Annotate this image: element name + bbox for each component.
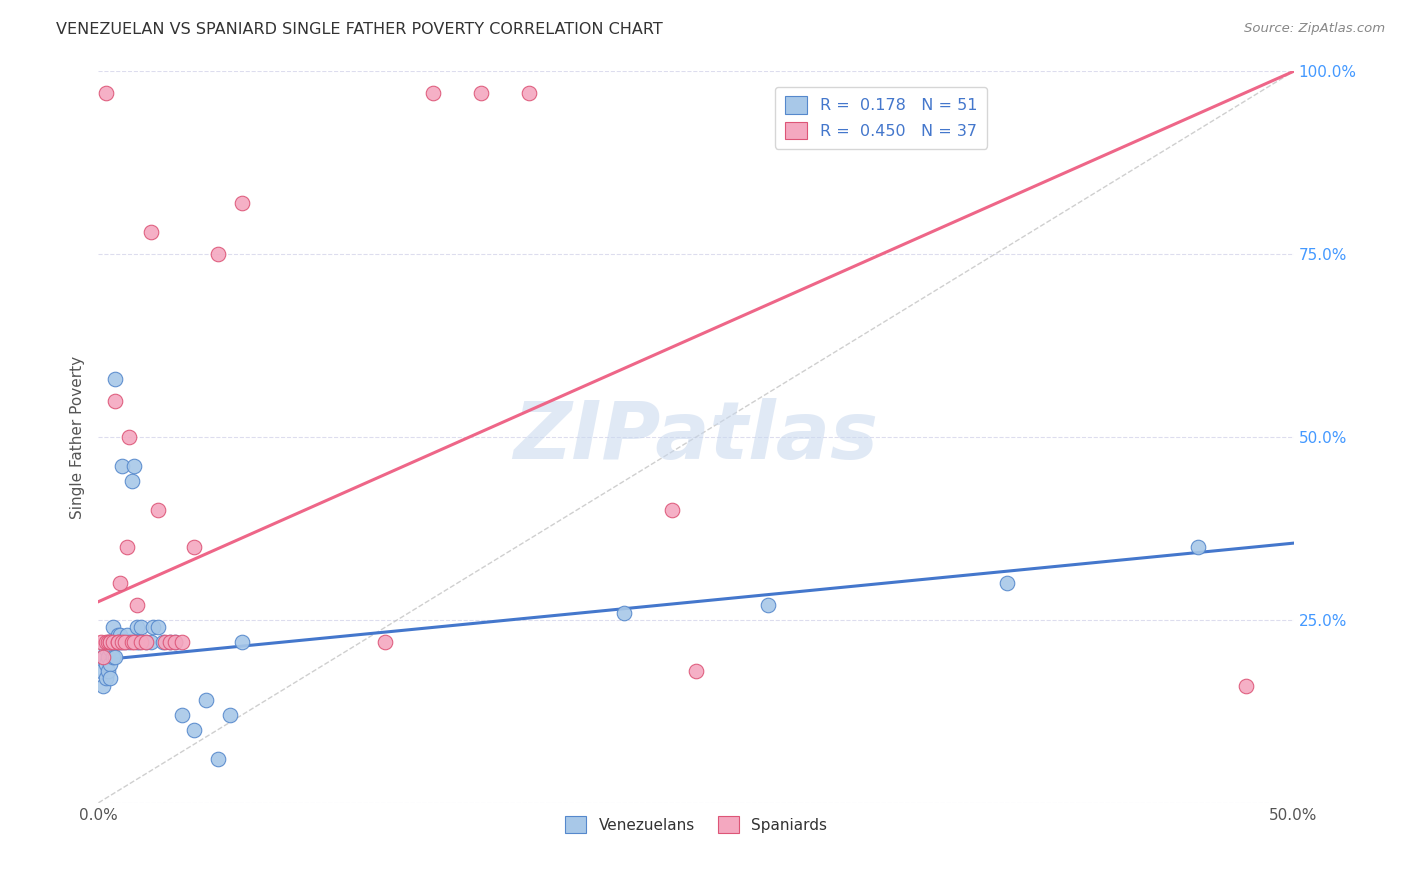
Point bbox=[148, 503, 170, 517]
Legend: Venezuelans, Spaniards: Venezuelans, Spaniards bbox=[558, 810, 834, 839]
Point bbox=[98, 635, 122, 649]
Point bbox=[172, 708, 194, 723]
Point bbox=[125, 599, 148, 613]
Point bbox=[125, 620, 148, 634]
Point bbox=[219, 708, 242, 723]
Point bbox=[107, 635, 129, 649]
Y-axis label: Single Father Poverty: Single Father Poverty bbox=[70, 356, 86, 518]
Point bbox=[142, 620, 165, 634]
Point bbox=[231, 196, 253, 211]
Point bbox=[97, 664, 120, 678]
Point bbox=[207, 247, 229, 261]
Point bbox=[114, 635, 136, 649]
Point bbox=[104, 635, 127, 649]
Point bbox=[470, 87, 492, 101]
Point bbox=[94, 635, 117, 649]
Point bbox=[97, 635, 120, 649]
Point bbox=[517, 87, 540, 101]
Point bbox=[135, 635, 157, 649]
Point bbox=[104, 371, 127, 385]
Point bbox=[183, 723, 205, 737]
Point bbox=[104, 393, 127, 408]
Point bbox=[94, 642, 117, 657]
Text: ZIPatlas: ZIPatlas bbox=[513, 398, 879, 476]
Point bbox=[101, 620, 124, 634]
Point bbox=[107, 635, 129, 649]
Point bbox=[231, 635, 253, 649]
Point bbox=[121, 474, 143, 488]
Point bbox=[118, 635, 141, 649]
Point bbox=[207, 752, 229, 766]
Point bbox=[124, 635, 146, 649]
Point bbox=[90, 664, 112, 678]
Point bbox=[91, 649, 114, 664]
Point bbox=[121, 635, 143, 649]
Point bbox=[685, 664, 707, 678]
Text: VENEZUELAN VS SPANIARD SINGLE FATHER POVERTY CORRELATION CHART: VENEZUELAN VS SPANIARD SINGLE FATHER POV… bbox=[56, 22, 664, 37]
Point bbox=[422, 87, 444, 101]
Point bbox=[118, 430, 141, 444]
Point bbox=[98, 635, 122, 649]
Point bbox=[124, 459, 146, 474]
Point bbox=[125, 635, 148, 649]
Point bbox=[995, 576, 1018, 591]
Point bbox=[115, 540, 138, 554]
Point bbox=[98, 635, 122, 649]
Point bbox=[98, 672, 122, 686]
Point bbox=[111, 635, 134, 649]
Point bbox=[159, 635, 181, 649]
Point bbox=[115, 627, 138, 641]
Point bbox=[90, 635, 112, 649]
Point bbox=[101, 635, 124, 649]
Point bbox=[163, 635, 186, 649]
Point bbox=[101, 649, 124, 664]
Point bbox=[107, 627, 129, 641]
Point bbox=[108, 576, 131, 591]
Point bbox=[152, 635, 174, 649]
Point bbox=[97, 649, 120, 664]
Point bbox=[172, 635, 194, 649]
Point bbox=[756, 599, 779, 613]
Point bbox=[108, 635, 131, 649]
Point bbox=[97, 635, 120, 649]
Point bbox=[661, 503, 683, 517]
Point bbox=[195, 693, 218, 707]
Point bbox=[98, 642, 122, 657]
Point bbox=[111, 635, 134, 649]
Text: Source: ZipAtlas.com: Source: ZipAtlas.com bbox=[1244, 22, 1385, 36]
Point bbox=[94, 672, 117, 686]
Point bbox=[98, 657, 122, 671]
Point bbox=[94, 87, 117, 101]
Point bbox=[183, 540, 205, 554]
Point bbox=[374, 635, 396, 649]
Point bbox=[1187, 540, 1209, 554]
Point bbox=[91, 649, 114, 664]
Point bbox=[114, 635, 136, 649]
Point bbox=[94, 657, 117, 671]
Point bbox=[128, 635, 150, 649]
Point bbox=[613, 606, 636, 620]
Point bbox=[139, 225, 162, 239]
Point bbox=[1234, 679, 1257, 693]
Point bbox=[101, 635, 124, 649]
Point bbox=[104, 649, 127, 664]
Point bbox=[131, 620, 153, 634]
Point bbox=[108, 627, 131, 641]
Point bbox=[148, 620, 170, 634]
Point bbox=[91, 679, 114, 693]
Point bbox=[107, 635, 129, 649]
Point bbox=[159, 635, 181, 649]
Point bbox=[131, 635, 153, 649]
Point bbox=[155, 635, 177, 649]
Point bbox=[139, 635, 162, 649]
Point bbox=[163, 635, 186, 649]
Point bbox=[111, 459, 134, 474]
Point bbox=[135, 635, 157, 649]
